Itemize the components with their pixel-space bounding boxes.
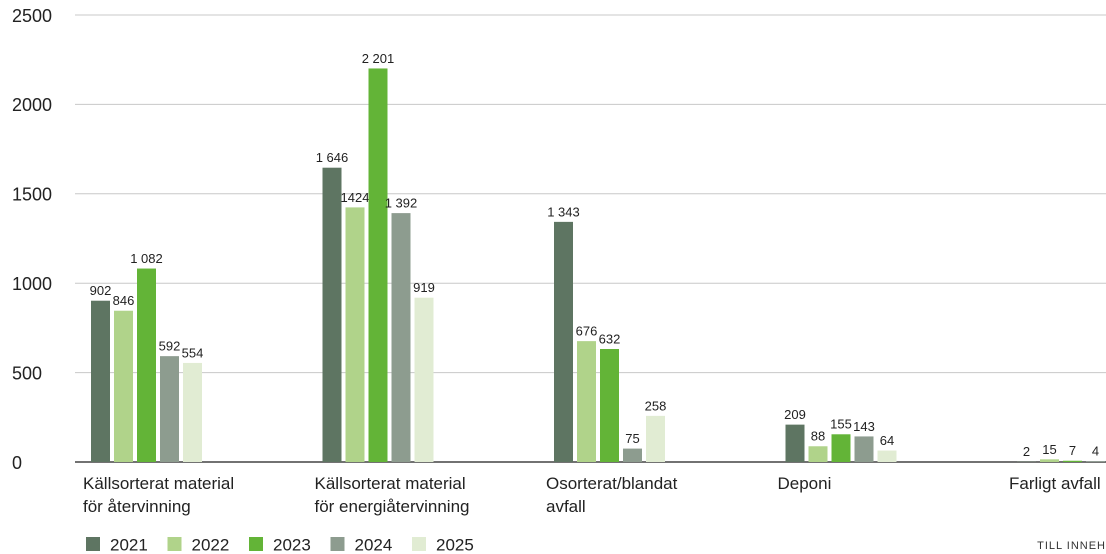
data-label: 1424 — [341, 190, 370, 205]
data-label: 1 082 — [130, 251, 163, 266]
bar — [785, 424, 805, 462]
data-label: 919 — [413, 280, 435, 295]
x-tick-label: Osorterat/blandat avfall — [546, 474, 678, 516]
data-label: 592 — [159, 339, 181, 354]
legend-label: 2024 — [355, 535, 393, 554]
bar — [91, 300, 110, 462]
x-tick-label: Deponi — [777, 474, 832, 493]
bar — [877, 450, 897, 462]
x-tick-label: Källsorterat material för återvinning — [83, 474, 235, 516]
data-label: 1 343 — [547, 204, 580, 219]
bar — [322, 167, 342, 463]
data-label: 258 — [645, 398, 667, 413]
bar — [345, 207, 365, 462]
data-label: 155 — [830, 417, 852, 432]
bar — [391, 213, 411, 462]
bar — [368, 68, 388, 463]
bar — [137, 268, 156, 462]
bar — [1063, 460, 1082, 462]
data-label: 846 — [113, 293, 135, 308]
bar — [808, 446, 828, 462]
legend-swatch — [167, 537, 182, 551]
link[interactable]: TILL INNEH — [1037, 540, 1106, 552]
x-tick-label: Källsorterat material för energiåtervinn… — [314, 474, 470, 516]
data-label: 75 — [625, 431, 639, 446]
data-label: 902 — [90, 283, 112, 298]
legend-swatch — [412, 537, 426, 551]
data-label: 1 392 — [385, 196, 418, 211]
legend-label: 2025 — [436, 535, 474, 554]
bar — [623, 448, 642, 462]
y-tick-label: 1000 — [12, 274, 52, 294]
data-label: 88 — [811, 429, 825, 444]
data-label: 64 — [880, 433, 894, 448]
data-label: 7 — [1069, 443, 1076, 458]
bar — [160, 356, 179, 462]
data-label: 1 646 — [316, 150, 349, 165]
bar — [854, 436, 874, 462]
bar — [554, 221, 573, 462]
bar — [577, 341, 596, 462]
bar — [1086, 461, 1105, 462]
data-label: 554 — [182, 345, 204, 360]
legend-swatch — [86, 537, 100, 551]
data-label: 676 — [576, 324, 598, 339]
bar — [114, 310, 133, 462]
bar — [414, 297, 434, 462]
bar — [600, 348, 619, 462]
data-label: 143 — [853, 419, 875, 434]
y-tick-label: 500 — [12, 363, 42, 383]
x-tick-label: Farligt avfall — [1009, 474, 1101, 493]
y-tick-label: 2000 — [12, 95, 52, 115]
legend-label: 2022 — [192, 535, 230, 554]
legend-swatch — [330, 537, 345, 551]
data-label: 15 — [1042, 442, 1056, 457]
bar — [1040, 459, 1059, 462]
legend-label: 2023 — [273, 535, 311, 554]
y-tick-label: 1500 — [12, 185, 52, 205]
data-label: 4 — [1092, 444, 1099, 459]
bar — [831, 434, 851, 462]
data-label: 2 201 — [362, 51, 395, 66]
legend-swatch — [249, 537, 263, 551]
data-label: 209 — [784, 407, 806, 422]
y-tick-label: 2500 — [12, 6, 52, 26]
legend-label: 2021 — [110, 535, 148, 554]
y-tick-label: 0 — [12, 453, 22, 473]
bar — [646, 415, 665, 462]
data-label: 632 — [599, 331, 621, 346]
data-label: 2 — [1023, 444, 1030, 459]
bar — [183, 362, 202, 462]
